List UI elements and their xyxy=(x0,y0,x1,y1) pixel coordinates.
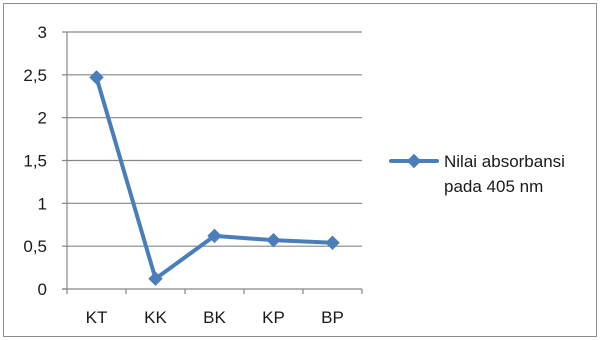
x-tick-label: BP xyxy=(321,308,344,327)
y-tick-label: 2 xyxy=(38,109,47,128)
legend-marker-sample xyxy=(406,153,422,169)
legend-label: Nilai absorbansi pada 405 nm xyxy=(444,152,565,196)
x-tick-label: KT xyxy=(86,308,108,327)
y-tick-label: 0,5 xyxy=(23,237,47,256)
gridlines xyxy=(67,31,362,247)
x-axis-tick-labels: KT KK BK KP BP xyxy=(86,308,344,327)
y-tick-label: 1,5 xyxy=(23,152,47,171)
data-point-marker xyxy=(325,235,340,250)
y-tick-label: 3 xyxy=(38,23,47,42)
x-tick-label: KP xyxy=(262,308,285,327)
y-tick-label: 1 xyxy=(38,194,47,213)
series-lines xyxy=(94,75,335,281)
series-markers xyxy=(89,70,340,286)
data-point-marker xyxy=(207,228,222,244)
chart-frame xyxy=(3,3,597,337)
data-point-marker xyxy=(266,232,281,248)
series-line xyxy=(94,75,335,281)
data-point-marker xyxy=(89,70,104,85)
y-tick-label: 2,5 xyxy=(23,66,47,85)
y-axis-tick-labels: 0 0,5 1 1,5 2 2,5 3 xyxy=(23,23,47,299)
axes xyxy=(62,31,363,294)
legend-label-line: pada 405 nm xyxy=(444,177,543,196)
data-point-marker xyxy=(148,271,163,286)
legend: Nilai absorbansi pada 405 nm xyxy=(389,152,565,196)
x-tick-label: KK xyxy=(144,308,167,327)
legend-label-line: Nilai absorbansi xyxy=(444,152,565,171)
y-tick-label: 0 xyxy=(38,280,47,299)
x-tick-label: BK xyxy=(203,308,226,327)
